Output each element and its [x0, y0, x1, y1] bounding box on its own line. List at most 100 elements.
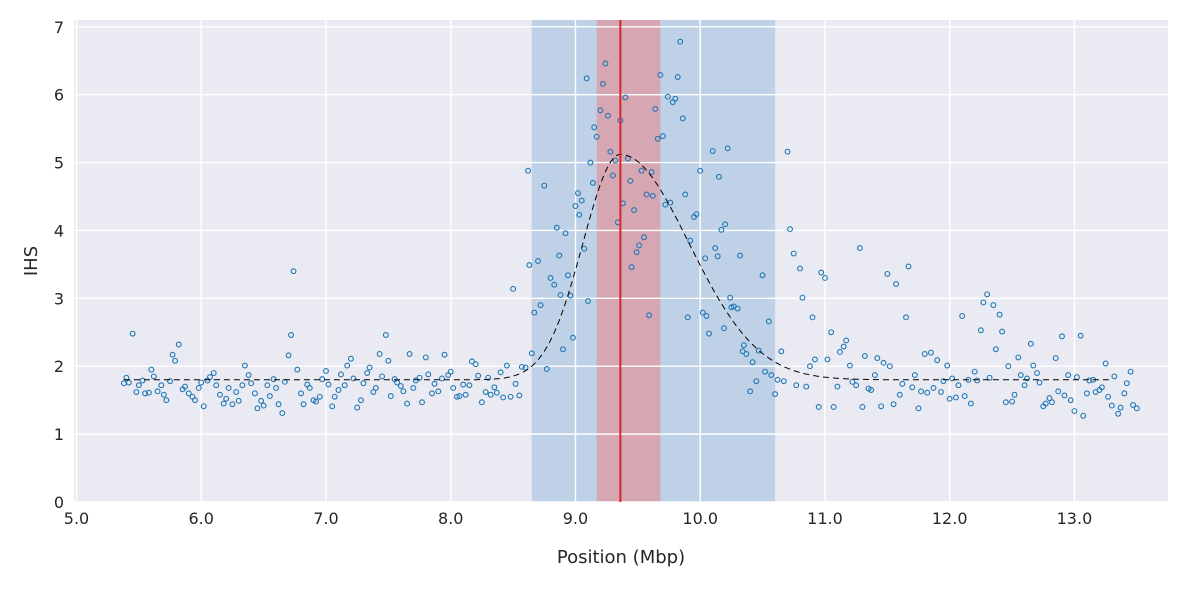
data-point: [944, 362, 951, 369]
data-point: [822, 275, 828, 281]
data-point: [739, 348, 746, 355]
data-point: [537, 302, 544, 309]
x-tick-label: 12.0: [932, 509, 968, 528]
data-point: [220, 400, 227, 407]
data-point: [672, 95, 679, 102]
data-point: [264, 382, 271, 389]
data-point: [275, 401, 282, 408]
data-point: [422, 354, 429, 361]
data-point: [974, 377, 981, 384]
data-point: [990, 302, 997, 309]
data-point: [749, 359, 756, 366]
data-point: [485, 374, 492, 381]
data-point: [859, 404, 866, 410]
data-point: [172, 357, 178, 364]
data-point: [441, 351, 448, 358]
data-point: [684, 314, 691, 321]
data-point: [1130, 401, 1137, 408]
data-point: [793, 382, 800, 389]
data-point: [245, 372, 252, 379]
data-point: [641, 234, 648, 241]
x-tick-label: 7.0: [313, 509, 338, 528]
data-point: [946, 395, 953, 402]
data-point: [812, 356, 818, 363]
data-point: [584, 298, 591, 305]
data-point: [633, 249, 640, 256]
data-point: [454, 393, 460, 400]
data-point: [1017, 372, 1024, 379]
data-point: [961, 393, 968, 400]
data-point: [460, 381, 467, 388]
data-point: [241, 362, 248, 369]
data-point: [576, 211, 583, 218]
data-point: [727, 294, 734, 301]
data-point: [570, 334, 576, 341]
data-point: [279, 410, 286, 417]
data-point: [167, 378, 174, 385]
data-point: [397, 382, 404, 389]
data-point: [984, 291, 991, 298]
data-point: [899, 380, 906, 387]
data-point: [456, 393, 463, 400]
data-point: [535, 258, 541, 264]
data-point: [1071, 408, 1078, 414]
data-point: [737, 252, 744, 259]
data-point: [260, 402, 267, 409]
data-point: [350, 375, 357, 382]
data-point: [986, 374, 993, 381]
data-point: [192, 397, 198, 404]
data-point: [747, 388, 754, 395]
data-point: [1002, 399, 1009, 406]
data-point: [1059, 333, 1065, 340]
data-point: [612, 157, 619, 164]
data-point: [828, 329, 835, 336]
data-point: [643, 191, 650, 198]
data-point: [1105, 393, 1112, 400]
data-point: [581, 245, 588, 252]
data-point: [921, 351, 928, 357]
data-point: [543, 365, 550, 372]
data-point: [478, 399, 485, 406]
data-point: [142, 390, 149, 397]
data-point: [999, 328, 1006, 335]
data-point: [435, 388, 442, 395]
data-point: [139, 377, 146, 384]
data-point: [200, 403, 207, 410]
data-point: [1108, 402, 1115, 409]
data-point: [425, 371, 432, 378]
data-point: [331, 393, 338, 400]
data-point: [712, 245, 719, 252]
data-point: [135, 382, 142, 389]
data-point: [636, 242, 643, 249]
data-point: [878, 403, 885, 410]
data-point: [818, 269, 825, 276]
data-point: [714, 253, 721, 260]
data-point: [886, 363, 893, 370]
data-point: [1030, 362, 1037, 369]
data-point: [526, 262, 533, 269]
data-point: [290, 268, 297, 275]
data-point: [768, 372, 775, 379]
data-point: [992, 346, 999, 353]
data-point: [1061, 392, 1068, 399]
data-point: [335, 387, 342, 393]
data-point: [450, 384, 457, 391]
data-point: [406, 351, 413, 357]
data-point: [169, 351, 176, 358]
x-tick-label: 13.0: [1057, 509, 1093, 528]
data-point: [163, 397, 170, 404]
y-tick-label: 4: [54, 221, 64, 240]
data-point: [803, 383, 810, 390]
data-point: [525, 167, 532, 174]
data-point: [325, 381, 332, 388]
data-point: [662, 201, 669, 208]
x-tick-label: 11.0: [807, 509, 843, 528]
data-point: [347, 355, 354, 362]
data-point: [930, 384, 937, 391]
data-point: [856, 245, 863, 252]
data-point: [702, 255, 709, 262]
y-tick-label: 2: [54, 357, 64, 376]
data-point: [468, 358, 475, 365]
data-point: [198, 379, 205, 386]
